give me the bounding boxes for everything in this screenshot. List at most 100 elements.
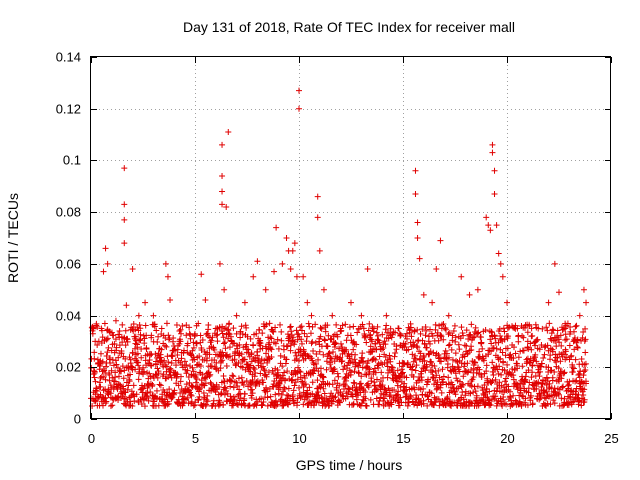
data-point [452,334,459,341]
data-point [483,362,490,369]
data-point [374,323,381,330]
data-point [486,388,493,395]
data-point [181,358,188,365]
data-point [558,342,565,349]
data-point [435,396,442,403]
data-point [217,359,224,366]
data-point [148,362,155,369]
data-point [560,402,567,409]
data-point [263,373,270,380]
data-point [204,355,211,362]
data-point [545,299,552,306]
data-point [466,291,473,298]
data-point [514,325,521,332]
data-point [214,338,221,345]
data-point [121,216,128,223]
data-point [414,235,421,241]
data-point [125,382,132,389]
data-point [167,367,174,374]
data-point [388,364,395,371]
data-point [427,348,434,355]
data-point [497,355,504,362]
data-point [565,401,572,408]
data-point [333,386,340,393]
data-point [293,327,300,334]
data-point [482,327,489,334]
data-point [490,344,497,351]
data-point [392,329,399,336]
data-point [116,381,123,388]
data-point [147,389,154,396]
data-point [336,399,343,406]
data-point [420,400,427,407]
data-point [370,325,377,332]
data-point [118,348,125,355]
data-point [285,401,292,408]
data-point [460,373,467,380]
data-point [283,356,290,363]
data-point [374,336,381,343]
data-point [420,385,427,392]
data-point [329,381,336,388]
data-point [482,389,489,396]
data-point [419,337,426,344]
data-point [440,336,447,343]
data-point [253,330,260,337]
data-point [334,370,341,377]
data-point [325,402,332,409]
data-point [434,385,441,392]
data-point [502,378,509,385]
data-point [96,379,103,386]
data-point [106,328,113,335]
data-point [466,332,473,339]
data-point [355,392,362,399]
data-point [195,397,202,404]
data-point [280,402,287,409]
data-point [445,331,452,338]
data-point [472,324,479,331]
y-axis-title: ROTI / TECUs [5,193,21,283]
data-point [372,340,379,347]
data-point [490,372,497,379]
data-point [225,330,232,337]
data-point [353,396,360,403]
data-point [446,329,453,336]
data-point [493,222,500,229]
data-point [355,369,362,376]
data-point [133,391,140,398]
data-point [440,321,447,328]
data-point [143,332,150,339]
data-point [414,402,421,409]
data-point [470,389,477,396]
data-point [154,365,161,372]
data-point [556,289,562,296]
data-point [519,363,526,370]
data-point [226,320,233,327]
data-point [407,393,414,400]
data-point [330,398,337,405]
data-point [141,396,148,403]
data-point [309,379,316,386]
data-point [573,322,580,329]
data-point [578,395,585,402]
data-point [402,341,409,348]
data-point [190,344,197,351]
data-point [574,336,581,343]
data-point [407,324,414,331]
data-point [102,399,109,406]
data-point [338,358,345,365]
y-tick-label: 0.12 [56,102,81,117]
axis-ticks [91,57,612,420]
data-point [99,358,106,365]
data-point [505,333,512,340]
data-point [155,368,162,375]
data-point [268,346,275,353]
data-point [494,400,501,407]
data-point [381,385,388,392]
data-point [109,374,116,381]
data-point [423,363,430,370]
data-point [566,393,573,400]
data-point [575,398,582,405]
data-point [395,325,402,332]
data-point [263,321,270,328]
